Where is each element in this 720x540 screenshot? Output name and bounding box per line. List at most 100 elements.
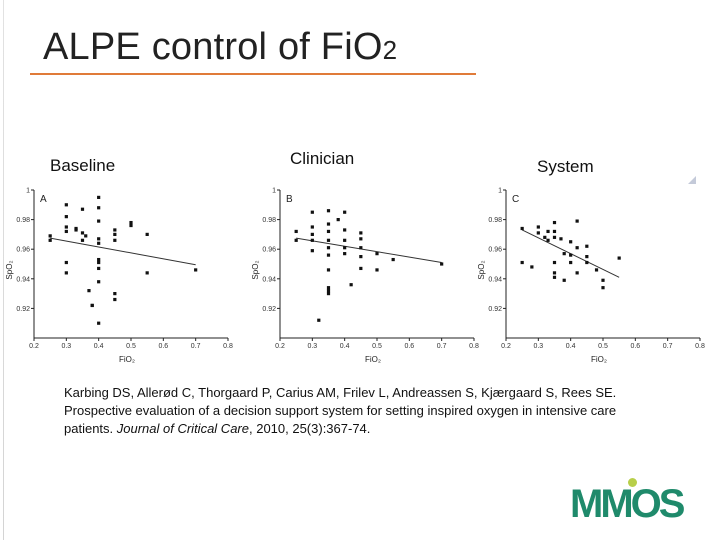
data-point: [74, 226, 78, 231]
trend-line: [296, 237, 442, 264]
data-point: [575, 246, 579, 250]
data-point: [336, 218, 340, 222]
data-point: [594, 268, 599, 272]
x-tick-label: 0.2: [501, 343, 511, 350]
data-point: [601, 286, 605, 290]
data-point: [97, 321, 101, 325]
data-point: [349, 283, 353, 287]
x-tick-label: 0.6: [404, 343, 414, 350]
data-point: [552, 260, 557, 265]
data-point: [64, 260, 68, 265]
data-point: [391, 257, 395, 262]
data-point: [310, 225, 314, 229]
data-point: [359, 237, 363, 241]
data-point: [64, 215, 68, 219]
y-axis-label: SpO₂: [477, 260, 486, 279]
data-point: [575, 271, 579, 275]
data-point: [80, 231, 85, 235]
y-tick-label: 0.92: [488, 306, 502, 313]
data-point: [129, 220, 133, 225]
data-point: [97, 195, 101, 199]
slide-title-main: ALPE control of FiO: [43, 26, 383, 68]
data-point: [326, 229, 331, 234]
data-point: [343, 228, 347, 232]
data-point: [113, 228, 117, 232]
data-point: [310, 249, 314, 253]
x-tick-label: 0.5: [126, 343, 136, 350]
y-tick-label: 0.92: [262, 306, 276, 313]
panel-letter: C: [512, 194, 519, 205]
slide-title: ALPE control of FiO2: [43, 26, 397, 69]
y-tick-label: 0.96: [262, 247, 276, 254]
data-point: [294, 229, 298, 234]
citation-text: Karbing DS, Allerød C, Thorgaard P, Cari…: [64, 384, 654, 438]
data-point: [294, 238, 298, 242]
data-point: [80, 207, 85, 211]
x-tick-label: 0.2: [29, 343, 39, 350]
y-tick-label: 0.92: [16, 306, 30, 313]
x-axis-label: FiO₂: [591, 355, 607, 364]
x-tick-label: 0.4: [94, 343, 104, 350]
data-point: [375, 252, 379, 256]
data-point: [129, 223, 133, 228]
scatter-plot-b: 0.92 0.94 0.96 0.98 1 0.2 0.3 0.4 0.5 0.6 0.7 0.8 Fi…: [251, 188, 479, 365]
data-point: [585, 260, 589, 265]
data-point: [552, 235, 557, 239]
data-point: [97, 206, 101, 210]
slide-title-subscript: 2: [382, 35, 398, 65]
data-point: [326, 268, 331, 272]
x-tick-label: 0.7: [191, 343, 201, 350]
data-point: [194, 268, 198, 272]
data-point: [48, 234, 52, 238]
x-tick-label: 0.6: [630, 343, 640, 350]
data-point: [326, 292, 331, 296]
data-point: [552, 229, 557, 234]
data-point: [97, 260, 101, 265]
x-tick-label: 0.3: [307, 343, 317, 350]
data-point: [569, 253, 573, 257]
trend-line: [50, 237, 196, 266]
scatter-plot-c: 0.92 0.94 0.96 0.98 1 0.2 0.3 0.4 0.5 0.6 0.7 0.8 Fi…: [477, 188, 705, 365]
x-tick-label: 0.8: [695, 343, 705, 350]
data-point: [617, 256, 621, 260]
scatter-chart-baseline: 0.92 0.94 0.96 0.98 1 0.2 0.3 0.4 0.5 0.6 0.7 0.8 Fi…: [0, 178, 236, 368]
y-axis-label: SpO₂: [5, 260, 14, 279]
data-point: [343, 238, 347, 242]
x-tick-label: 0.2: [275, 343, 285, 350]
panel-label-system: System: [537, 157, 594, 176]
data-point: [359, 246, 363, 250]
data-point: [546, 238, 550, 242]
data-point: [80, 238, 85, 242]
data-point: [536, 231, 540, 235]
data-point: [90, 303, 94, 308]
data-point: [113, 297, 117, 302]
data-point: [530, 265, 534, 269]
data-point: [559, 237, 563, 241]
data-point: [97, 241, 101, 245]
x-tick-label: 0.5: [598, 343, 608, 350]
x-tick-label: 0.7: [663, 343, 673, 350]
x-tick-label: 0.4: [566, 343, 576, 350]
x-tick-label: 0.8: [469, 343, 479, 350]
data-point: [536, 225, 540, 229]
data-point: [326, 222, 331, 226]
data-point: [310, 210, 314, 214]
data-point: [569, 260, 573, 265]
y-tick-label: 0.94: [16, 276, 30, 283]
data-point: [326, 286, 331, 290]
data-point: [575, 219, 579, 223]
data-point: [326, 289, 331, 293]
scatter-chart-system: 0.92 0.94 0.96 0.98 1 0.2 0.3 0.4 0.5 0.6 0.7 0.8 Fi…: [472, 178, 708, 368]
data-point: [440, 262, 444, 266]
data-point: [375, 268, 379, 272]
data-point: [326, 238, 331, 242]
y-tick-label: 0.98: [488, 217, 502, 224]
y-tick-label: 0.98: [262, 217, 276, 224]
data-point: [326, 209, 331, 213]
data-point: [145, 271, 149, 275]
data-point: [552, 271, 557, 275]
data-point: [562, 278, 566, 282]
panel-letter: B: [286, 194, 293, 205]
data-point: [97, 266, 101, 271]
x-tick-label: 0.3: [533, 343, 543, 350]
